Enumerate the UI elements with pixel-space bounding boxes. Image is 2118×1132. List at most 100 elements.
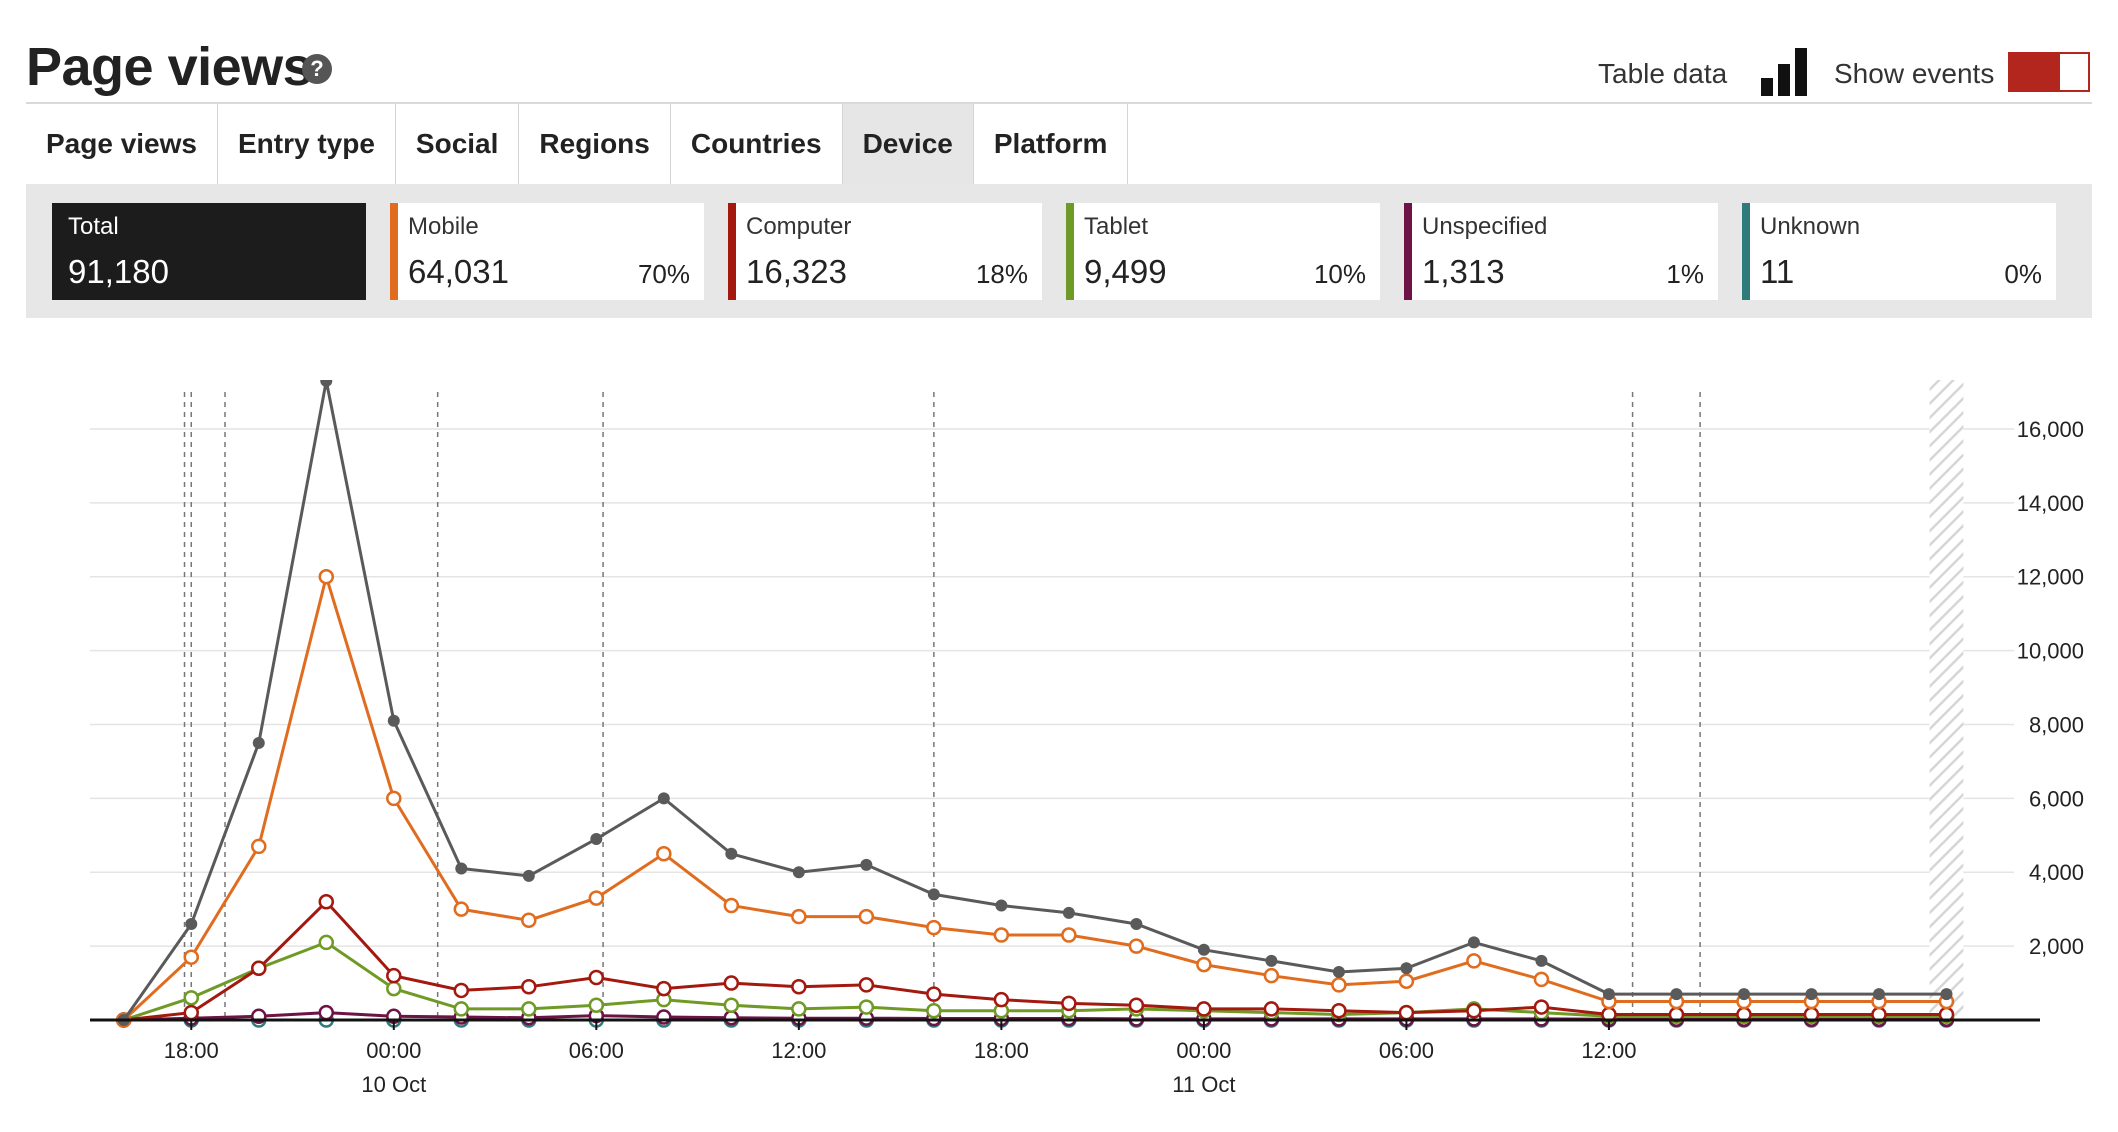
card-value: 64,031 [408, 253, 509, 290]
point-mobile [791, 908, 807, 925]
bar-chart-icon[interactable] [1761, 48, 1807, 96]
point-computer [993, 991, 1010, 1008]
point-tablet [926, 1003, 942, 1019]
card-label: Total [68, 213, 119, 240]
point-computer [588, 969, 605, 986]
y-tick-label: 2,000 [2029, 934, 2084, 959]
card-unknown[interactable]: Unknown 11 0% [1742, 203, 2056, 300]
point-total [1332, 965, 1345, 978]
point-tablet [453, 1001, 470, 1017]
point-computer [926, 986, 942, 1002]
point-computer [1533, 999, 1550, 1015]
point-computer [183, 1004, 200, 1021]
tab-countries[interactable]: Countries [670, 104, 843, 184]
point-mobile [588, 890, 605, 906]
y-tick-label: 6,000 [2029, 786, 2084, 811]
tab-entry-type[interactable]: Entry type [217, 104, 396, 184]
point-mobile [386, 790, 402, 807]
point-total [1737, 988, 1750, 1001]
point-mobile [1061, 927, 1077, 943]
card-percent: 1% [1666, 259, 1704, 289]
card-computer[interactable]: Computer 16,323 18% [728, 203, 1042, 300]
point-mobile [858, 908, 875, 925]
point-total [1400, 962, 1413, 975]
card-mobile[interactable]: Mobile 64,031 70% [390, 203, 704, 300]
card-unspecified[interactable]: Unspecified 1,313 1% [1404, 203, 1718, 300]
series-line-computer [123, 899, 1947, 1022]
point-total [1197, 943, 1210, 956]
point-mobile [723, 897, 740, 914]
point-mobile [1263, 967, 1280, 984]
card-percent: 70% [637, 259, 690, 289]
help-icon[interactable]: ? [302, 54, 332, 84]
point-total [1130, 917, 1143, 930]
y-tick-label: 8,000 [2029, 712, 2084, 737]
event-markers [183, 392, 1701, 1020]
point-total [927, 888, 940, 901]
y-tick-label: 12,000 [2017, 565, 2084, 590]
incomplete-period-hatch [1929, 380, 1964, 1020]
point-tablet [588, 997, 605, 1013]
point-total [320, 380, 333, 387]
card-value: 11 [1760, 253, 1795, 290]
header: Page views ? Table data Show events [26, 26, 2092, 104]
show-events-label: Show events [1834, 58, 1995, 89]
point-total [725, 847, 738, 860]
point-total [1670, 988, 1683, 1001]
incomplete-period [1929, 380, 1964, 1020]
card-label: Unspecified [1422, 213, 1548, 240]
point-computer [1263, 1001, 1280, 1017]
point-total [1535, 954, 1548, 967]
point-computer [1128, 997, 1145, 1013]
point-total [522, 869, 535, 882]
card-label: Unknown [1760, 213, 1861, 240]
point-computer [791, 979, 807, 995]
x-tick-label: 12:00 [771, 1038, 826, 1063]
table-data-label[interactable]: Table data [1598, 58, 1728, 89]
point-computer [386, 967, 402, 984]
point-computer [318, 894, 335, 910]
page-title: Page views [26, 37, 313, 97]
series-lines [116, 380, 1955, 1028]
tab-regions[interactable]: Regions [519, 104, 671, 184]
x-tick-label: 00:00 [366, 1038, 421, 1063]
point-computer [1331, 1003, 1347, 1019]
point-tablet [858, 999, 875, 1015]
point-total [1062, 906, 1075, 919]
tab-page-views[interactable]: Page views [26, 104, 218, 184]
point-unspecified [656, 1009, 672, 1025]
tab-platform[interactable]: Platform [973, 104, 1129, 184]
card-value: 16,323 [746, 253, 847, 290]
point-mobile [1128, 938, 1145, 954]
point-mobile [1331, 977, 1347, 993]
point-total [1872, 988, 1885, 1001]
point-total [792, 866, 805, 879]
show-events-toggle[interactable] [2008, 52, 2090, 92]
point-mobile [183, 949, 200, 965]
point-tablet [318, 934, 335, 951]
point-total [1805, 988, 1818, 1001]
series-line-total [122, 380, 1947, 1021]
point-total [1467, 936, 1480, 949]
point-mobile [521, 912, 537, 929]
card-tablet[interactable]: Tablet 9,499 10% [1066, 203, 1380, 300]
tab-social[interactable]: Social [395, 104, 520, 184]
point-unspecified [318, 1004, 335, 1021]
grid-lines [90, 428, 2014, 947]
point-mobile [1196, 956, 1212, 973]
point-tablet [791, 1001, 807, 1017]
point-computer [656, 980, 672, 997]
y-tick-label: 14,000 [2017, 491, 2084, 516]
point-computer [723, 975, 740, 991]
point-computer [1398, 1004, 1415, 1021]
card-label: Computer [746, 213, 852, 240]
tab-device[interactable]: Device [842, 104, 974, 184]
point-total [185, 917, 198, 930]
card-value: 1,313 [1422, 253, 1505, 290]
x-tick-label: 18:00 [974, 1038, 1029, 1063]
card-total[interactable]: Total 91,180 [52, 203, 366, 300]
x-tick-label: 18:00 [164, 1038, 219, 1063]
x-tick-date: 10 Oct [361, 1072, 426, 1097]
point-tablet [183, 990, 200, 1006]
x-tick-label: 00:00 [1176, 1038, 1231, 1063]
